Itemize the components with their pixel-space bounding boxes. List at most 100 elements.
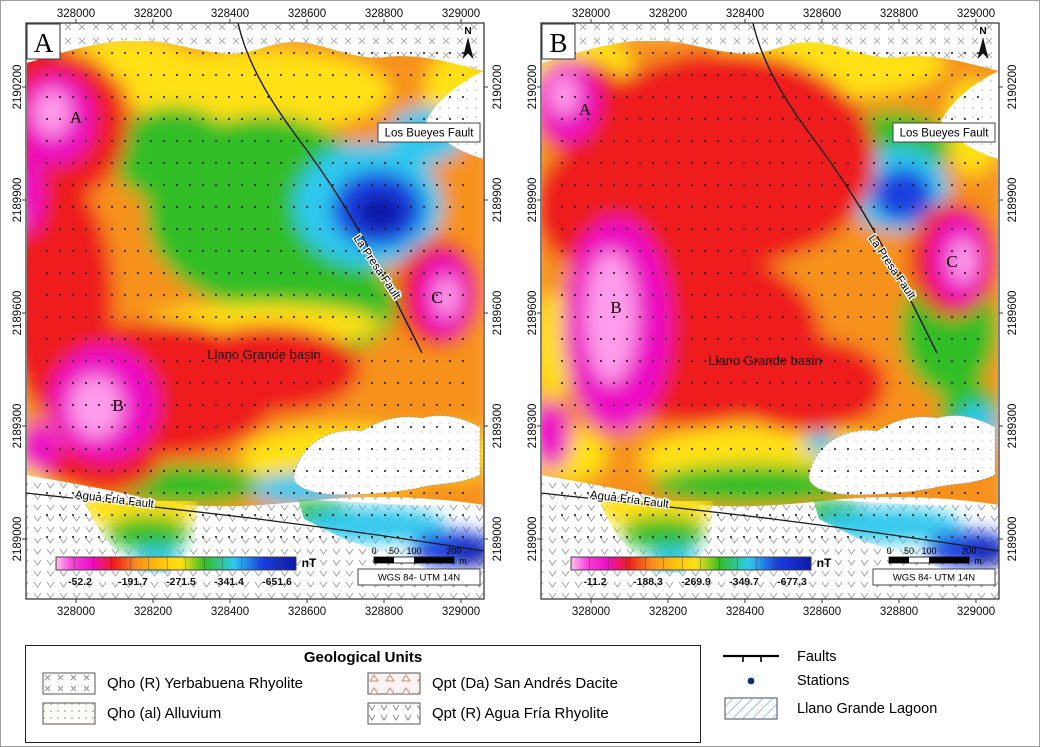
colorbar-tick: -341.4 — [214, 576, 244, 588]
map-panel-b: Los Bueyes Fault La Presa Fault Agua Frí… — [521, 7, 1026, 639]
legend-faults: Faults — [715, 649, 1037, 665]
north-arrow-icon: N — [462, 26, 474, 59]
scalebar-tick: 200 — [961, 546, 976, 556]
north-arrow-icon: N — [977, 26, 989, 59]
crs-label: WGS 84- UTM 14N — [893, 573, 975, 584]
x-tick-bottom: 329000 — [442, 606, 480, 618]
x-tick-bottom: 328600 — [803, 606, 841, 618]
x-tick-bottom: 328600 — [288, 606, 326, 618]
lagoon-hatch-icon — [715, 697, 787, 720]
x-tick-bottom: 328400 — [211, 606, 249, 618]
map-b-canvas: Los Bueyes Fault La Presa Fault Agua Frí… — [527, 8, 1019, 618]
colorbar-tick: -269.9 — [681, 576, 711, 588]
fault-line-agua-fria — [25, 492, 485, 552]
x-tick-top: 328800 — [365, 8, 403, 20]
fault-symbol-icon — [715, 649, 787, 665]
legend-item-label: Qho (R) Yerbabuena Rhyolite — [107, 674, 303, 692]
fault-line-agua-fria — [540, 492, 1000, 552]
alluvium-pattern-icon — [42, 702, 96, 724]
x-tick-bottom: 328400 — [726, 606, 764, 618]
y-tick-left: 2189300 — [527, 404, 539, 449]
panel-letter: B — [549, 28, 567, 58]
y-tick-left: 2189000 — [527, 517, 539, 562]
legend-item-alluvium: Qho (al) Alluvium — [42, 698, 367, 728]
colorbar-unit: nT — [817, 556, 832, 570]
axis-ticks — [22, 19, 488, 603]
scalebar-tick: 50 — [389, 546, 399, 556]
basin-label: Llano Grande basin — [708, 353, 821, 368]
y-tick-right: 2189900 — [492, 178, 504, 223]
scalebar: 0 50 100 200 m WGS 84- UTM 14N — [357, 546, 481, 586]
scalebar-tick: 200 — [446, 546, 461, 556]
legend-item-label: Qpt (R) Agua Fría Rhyolite — [432, 704, 609, 722]
scalebar-tick: 0 — [886, 546, 891, 556]
y-tick-right: 2189300 — [1007, 404, 1019, 449]
colorbar-tick: -191.7 — [118, 576, 148, 588]
scalebar-tick: 0 — [371, 546, 376, 556]
colorbar-tick: -271.5 — [166, 576, 196, 588]
legend-item-yerbabuena-rhyolite: Qho (R) Yerbabuena Rhyolite — [42, 668, 367, 698]
los-bueyes-fault-label: Los Bueyes Fault — [385, 128, 475, 140]
los-bueyes-fault-label: Los Bueyes Fault — [900, 128, 990, 140]
scalebar-tick: 100 — [921, 546, 936, 556]
colorbar-tick: -677.3 — [777, 576, 807, 588]
legend-grid: Qho (R) Yerbabuena Rhyolite Qho (al) All… — [26, 666, 700, 736]
dacite-pattern-icon — [367, 672, 421, 694]
colorbar-tick: -11.2 — [583, 576, 607, 588]
y-tick-right: 2189000 — [492, 517, 504, 562]
y-tick-left: 2189900 — [12, 178, 24, 223]
colorbar-tick: -52.2 — [68, 576, 92, 588]
x-tick-top: 328200 — [134, 8, 172, 20]
panel-letter: A — [34, 28, 54, 58]
x-tick-top: 328000 — [572, 8, 610, 20]
legend-lagoon-label: Llano Grande Lagoon — [797, 700, 938, 717]
x-tick-top: 329000 — [957, 8, 995, 20]
scalebar-unit: m — [974, 556, 982, 566]
x-tick-top: 328400 — [726, 8, 764, 20]
legend-item-label: Qho (al) Alluvium — [107, 704, 222, 722]
legend-item-san-andres-dacite: Qpt (Da) San Andrés Dacite — [367, 668, 692, 698]
y-tick-right: 2189600 — [1007, 291, 1019, 336]
symbols-legend: Faults Stations Llano Grande Lagoon — [715, 649, 1037, 720]
x-tick-bottom: 328000 — [57, 606, 95, 618]
anomaly-a-label: A — [579, 100, 592, 119]
scalebar-tick: 100 — [406, 546, 421, 556]
los-bueyes-label-box — [377, 122, 481, 143]
scalebar-tick: 50 — [904, 546, 914, 556]
map-a-canvas: Los Bueyes Fault La Presa Fault Agua Frí… — [12, 8, 504, 618]
crs-box — [357, 568, 481, 586]
anomaly-a-label: A — [70, 108, 83, 127]
fault-line-la-presa — [752, 22, 938, 354]
x-tick-bottom: 328200 — [134, 606, 172, 618]
legend-lagoon: Llano Grande Lagoon — [715, 697, 1037, 720]
anomaly-b-label: B — [112, 396, 123, 415]
x-tick-top: 328600 — [288, 8, 326, 20]
map-panel-a: Los Bueyes Fault La Presa Fault Agua Frí… — [6, 7, 511, 639]
y-tick-left: 2190200 — [527, 65, 539, 110]
x-tick-bottom: 328200 — [649, 606, 687, 618]
x-tick-top: 328400 — [211, 8, 249, 20]
legend-faults-label: Faults — [797, 649, 837, 665]
map-frame — [25, 22, 485, 600]
station-dot-icon — [715, 673, 787, 689]
colorbar-tick: -188.3 — [633, 576, 663, 588]
panel-letter-box — [541, 23, 576, 60]
yerbabuena-pattern-icon — [42, 672, 96, 694]
colorbar-tick: -651.6 — [262, 576, 292, 588]
scalebar: 0 50 100 200 m WGS 84- UTM 14N — [872, 546, 996, 586]
x-tick-bottom: 328000 — [572, 606, 610, 618]
anomaly-c-label: C — [946, 252, 957, 271]
panel-letter-box — [26, 23, 61, 60]
legend-stations: Stations — [715, 673, 1037, 689]
colorbar-unit: nT — [302, 556, 317, 570]
y-tick-left: 2189000 — [12, 517, 24, 562]
axis-ticks — [537, 19, 1003, 603]
y-tick-right: 2189000 — [1007, 517, 1019, 562]
y-tick-left: 2189900 — [527, 178, 539, 223]
los-bueyes-label-box — [892, 122, 996, 143]
colorbar: nT -11.2 -188.3 -269.9 -349.7 -677.3 — [570, 556, 832, 588]
legend-item-label: Qpt (Da) San Andrés Dacite — [432, 674, 618, 692]
x-tick-bottom: 328800 — [365, 606, 403, 618]
colorbar: nT -52.2 -191.7 -271.5 -341.4 -651.6 — [55, 556, 317, 588]
